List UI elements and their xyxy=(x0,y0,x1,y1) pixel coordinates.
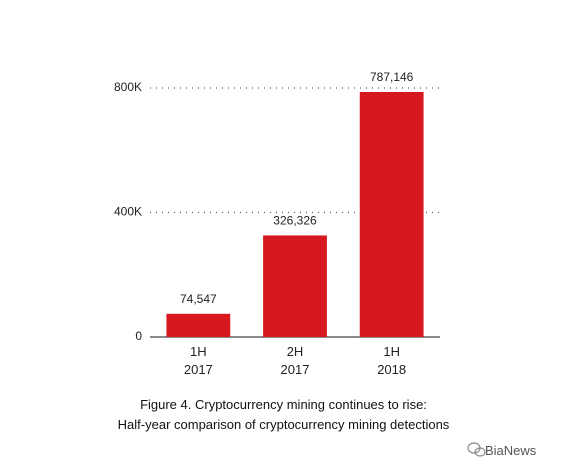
y-tick-label: 400K xyxy=(114,205,142,219)
value-label: 74,547 xyxy=(180,292,217,306)
value-label: 787,146 xyxy=(370,70,414,84)
y-tick-label: 800K xyxy=(114,80,142,94)
y-tick-label: 0 xyxy=(135,329,142,343)
caption-title: Figure 4. Cryptocurrency mining continue… xyxy=(140,397,427,412)
caption-subtitle: Half-year comparison of cryptocurrency m… xyxy=(117,417,450,432)
x-tick-label: 1H 2018 xyxy=(377,344,407,377)
x-tick-label: 1H 2017 xyxy=(183,344,213,377)
bar xyxy=(166,313,231,337)
bar xyxy=(359,92,424,337)
bar xyxy=(263,235,327,337)
watermark-icon xyxy=(467,442,486,457)
watermark: BiaNews xyxy=(485,443,537,458)
value-label: 326,326 xyxy=(273,214,317,228)
x-tick-label: 2H 2017 xyxy=(280,344,310,377)
